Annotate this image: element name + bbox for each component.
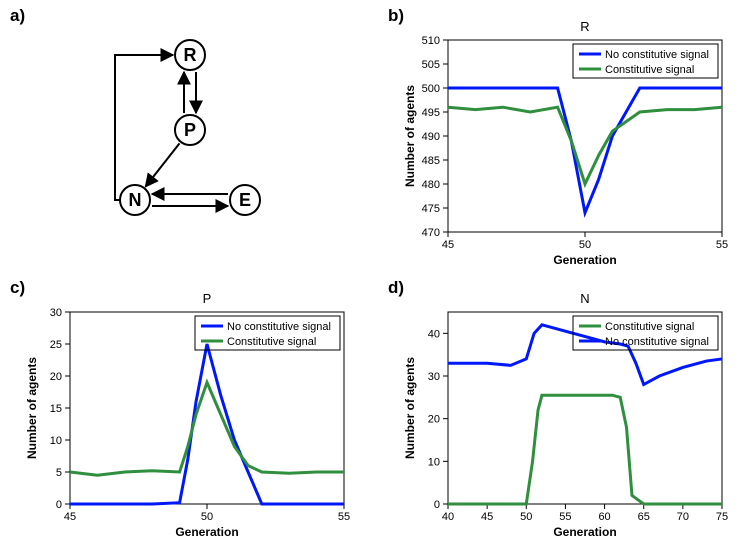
svg-text:45: 45 [442, 239, 454, 251]
svg-text:N: N [129, 190, 142, 210]
svg-text:480: 480 [422, 179, 440, 191]
svg-text:55: 55 [559, 511, 571, 523]
chart-c: P 45 50 55 0 5 10 15 20 25 30 Generation Number of a… [22, 290, 352, 542]
series-const [448, 107, 722, 184]
svg-text:30: 30 [428, 371, 440, 383]
edge-P-N [146, 143, 180, 186]
xlabel: Generation [553, 253, 616, 267]
svg-text:50: 50 [520, 511, 532, 523]
series-noConst [448, 325, 722, 385]
node-n: N [120, 185, 150, 215]
svg-text:500: 500 [422, 83, 440, 95]
svg-text:P: P [184, 120, 196, 140]
svg-text:0: 0 [434, 499, 440, 511]
node-e: E [230, 185, 260, 215]
legend-label-const: Constitutive signal [227, 336, 316, 348]
svg-text:R: R [184, 45, 197, 65]
legend-label-noConst: No constitutive signal [605, 336, 709, 348]
svg-text:475: 475 [422, 203, 440, 215]
svg-text:20: 20 [428, 414, 440, 426]
legend-label-noConst: No constitutive signal [605, 49, 709, 61]
xlabel: Generation [175, 525, 238, 539]
svg-text:485: 485 [422, 155, 440, 167]
xlabel: Generation [553, 525, 616, 539]
node-r: R [175, 40, 205, 70]
svg-text:10: 10 [50, 435, 62, 447]
ylabel: Number of agents [25, 357, 39, 459]
svg-text:15: 15 [50, 403, 62, 415]
diagram-a: R P N E [90, 30, 300, 240]
ylabel: Number of agents [403, 85, 417, 187]
legend-label-const: Constitutive signal [605, 64, 694, 76]
svg-text:495: 495 [422, 107, 440, 119]
svg-text:505: 505 [422, 59, 440, 71]
svg-text:30: 30 [50, 307, 62, 319]
svg-text:0: 0 [56, 499, 62, 511]
chart-d: N 40 45 50 55 60 65 70 75 0 10 20 30 40 Generation Numb… [400, 290, 730, 542]
svg-text:25: 25 [50, 339, 62, 351]
panel-label-a: a) [10, 6, 25, 26]
svg-text:65: 65 [638, 511, 650, 523]
series-noConst [70, 344, 344, 504]
node-p: P [175, 115, 205, 145]
svg-text:40: 40 [442, 511, 454, 523]
series-const [70, 382, 344, 475]
svg-text:55: 55 [716, 239, 728, 251]
edge-N-R [115, 55, 173, 200]
svg-text:55: 55 [338, 511, 350, 523]
svg-text:50: 50 [579, 239, 591, 251]
svg-text:70: 70 [677, 511, 689, 523]
svg-text:20: 20 [50, 371, 62, 383]
series-const [448, 395, 722, 504]
svg-text:40: 40 [428, 328, 440, 340]
svg-text:50: 50 [201, 511, 213, 523]
chart-b: R 45 50 55 470 475 480 485 490 495 500 505 510 Genera… [400, 18, 730, 270]
svg-text:510: 510 [422, 35, 440, 47]
chart-title: R [580, 19, 589, 34]
svg-text:5: 5 [56, 467, 62, 479]
svg-text:E: E [239, 190, 251, 210]
svg-text:45: 45 [64, 511, 76, 523]
svg-text:470: 470 [422, 227, 440, 239]
chart-title: N [580, 291, 589, 306]
svg-text:10: 10 [428, 456, 440, 468]
legend-label-noConst: No constitutive signal [227, 321, 331, 333]
svg-text:60: 60 [598, 511, 610, 523]
svg-text:45: 45 [481, 511, 493, 523]
series-noConst [448, 88, 722, 213]
svg-text:490: 490 [422, 131, 440, 143]
ylabel: Number of agents [403, 357, 417, 459]
svg-text:75: 75 [716, 511, 728, 523]
figure: a) b) c) d) RPNE R4550554704754804854904… [0, 0, 740, 547]
legend-label-const: Constitutive signal [605, 321, 694, 333]
chart-title: P [203, 291, 212, 306]
